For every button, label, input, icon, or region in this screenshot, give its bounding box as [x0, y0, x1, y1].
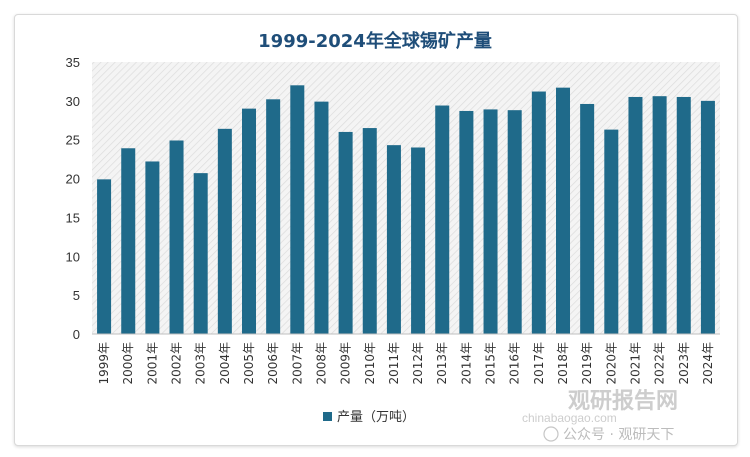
x-tick-label: 2018年 [556, 342, 570, 385]
bar[interactable] [217, 128, 232, 334]
x-tick-label: 2001年 [145, 342, 159, 385]
bar[interactable] [193, 173, 208, 334]
x-tick-label: 2023年 [677, 342, 691, 385]
watermark-brand: 观研报告网 [568, 389, 678, 414]
watermark-account: 公众号 · 观研天下 [563, 427, 674, 443]
x-tick-label: 2021年 [628, 342, 642, 385]
chart-title: 1999-2024年全球锡矿产量 [258, 30, 492, 52]
x-tick-label: 1999年 [97, 342, 111, 385]
bar[interactable] [145, 161, 160, 334]
bar[interactable] [411, 147, 426, 334]
x-tick-label: 2009年 [339, 342, 353, 385]
x-tick-label: 2011年 [387, 342, 401, 385]
y-tick-label: 20 [66, 172, 80, 187]
bar[interactable] [242, 108, 257, 334]
y-tick-label: 0 [73, 327, 80, 342]
y-tick-label: 15 [66, 210, 80, 225]
bar[interactable] [97, 179, 112, 334]
x-tick-label: 2024年 [701, 342, 715, 385]
watermark: 观研报告网 chinabaogao.com 公众号 · 观研天下 [522, 389, 678, 443]
watermark-url: chinabaogao.com [522, 411, 617, 425]
x-tick-label: 2022年 [653, 342, 667, 385]
x-tick-label: 2017年 [532, 342, 546, 385]
bar[interactable] [121, 148, 136, 334]
x-tick-label: 2002年 [170, 342, 184, 385]
x-tick-label: 2007年 [290, 342, 304, 385]
bar[interactable] [628, 96, 643, 334]
x-tick-label: 2015年 [484, 342, 498, 385]
legend-swatch [323, 412, 332, 421]
x-tick-label: 2020年 [604, 342, 618, 385]
bars [97, 85, 715, 335]
bar[interactable] [652, 96, 667, 334]
y-tick-label: 35 [66, 55, 80, 70]
x-tick-label: 2008年 [314, 342, 328, 385]
bar[interactable] [362, 128, 377, 334]
bar[interactable] [604, 129, 619, 334]
bar[interactable] [483, 109, 498, 334]
y-tick-label: 30 [66, 94, 80, 109]
x-axis: 1999年 2000年 2001年 2002年 2003年 2004年 2005年 2006年… [97, 342, 715, 385]
bar[interactable] [531, 91, 546, 334]
bar[interactable] [556, 87, 571, 335]
bar[interactable] [266, 99, 281, 334]
bar[interactable] [435, 105, 450, 335]
bar[interactable] [290, 85, 305, 334]
wechat-icon [543, 426, 559, 442]
bar[interactable] [338, 131, 353, 334]
x-tick-label: 2019年 [580, 342, 594, 385]
bar[interactable] [169, 140, 184, 334]
x-tick-label: 2003年 [194, 342, 208, 385]
y-tick-label: 10 [66, 249, 80, 264]
bar[interactable] [580, 103, 595, 334]
plot-area [92, 62, 720, 334]
x-tick-label: 2014年 [459, 342, 473, 385]
x-tick-label: 2004年 [218, 342, 232, 385]
x-tick-label: 2016年 [508, 342, 522, 385]
x-tick-label: 2006年 [266, 342, 280, 385]
x-tick-label: 2012年 [411, 342, 425, 385]
bar[interactable] [507, 110, 522, 335]
y-tick-label: 25 [66, 133, 80, 148]
x-tick-label: 2005年 [242, 342, 256, 385]
bar[interactable] [386, 145, 401, 334]
y-tick-label: 5 [73, 288, 80, 303]
legend[interactable]: 产量（万吨） [323, 410, 415, 425]
x-tick-label: 2010年 [363, 342, 377, 385]
bar[interactable] [314, 101, 329, 334]
x-tick-label: 2013年 [435, 342, 449, 385]
bar[interactable] [676, 96, 691, 334]
bar[interactable] [459, 110, 474, 335]
y-axis: 0 5 10 15 20 25 30 35 [66, 55, 80, 342]
legend-label: 产量（万吨） [337, 410, 415, 425]
bar[interactable] [700, 100, 715, 334]
x-tick-label: 2000年 [121, 342, 135, 385]
